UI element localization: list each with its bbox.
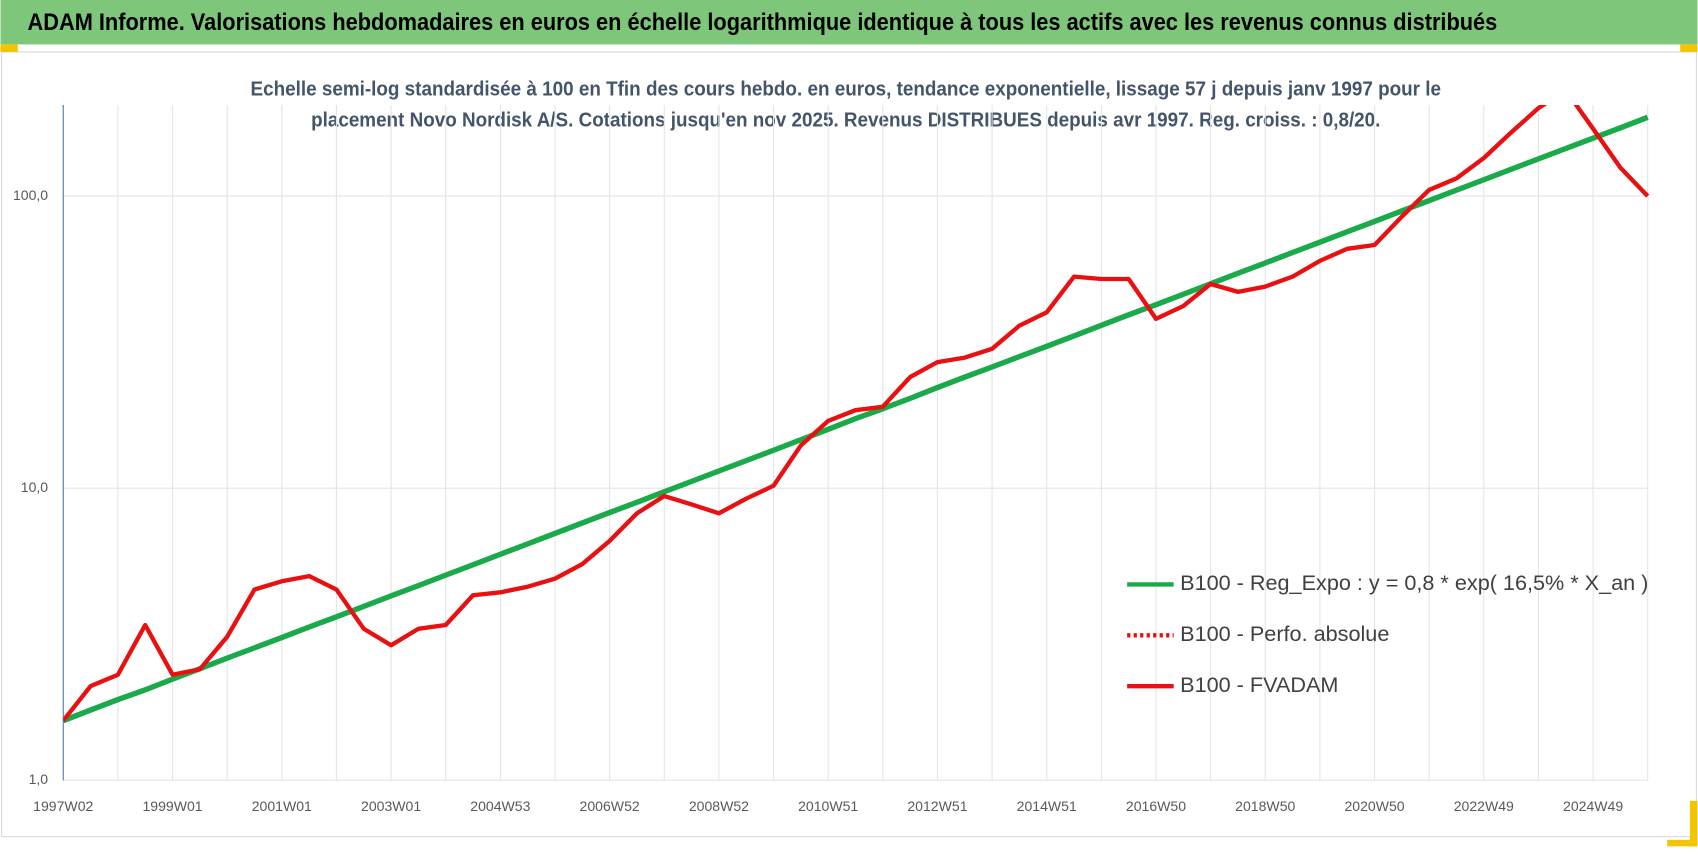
header-band bbox=[0, 0, 1698, 45]
x-tick-label: 1997W02 bbox=[33, 798, 93, 814]
legend-label: B100 - FVADAM bbox=[1180, 672, 1338, 697]
corner bbox=[1689, 800, 1698, 847]
x-tick-label: 2012W51 bbox=[907, 798, 967, 814]
x-tick-label: 2024W49 bbox=[1563, 798, 1623, 814]
corner bbox=[1680, 44, 1698, 52]
x-tick-label: 2008W52 bbox=[689, 798, 749, 814]
x-tick-label: 2006W52 bbox=[580, 798, 640, 814]
x-tick-label: 2010W51 bbox=[798, 798, 858, 814]
chart-title: placement Novo Nordisk A/S. Cotations ju… bbox=[311, 109, 1380, 132]
x-tick-label: 2022W49 bbox=[1454, 798, 1514, 814]
x-tick-label: 2014W51 bbox=[1017, 798, 1077, 814]
x-tick-label: 2016W50 bbox=[1126, 798, 1186, 814]
x-tick-label: 1999W01 bbox=[142, 798, 202, 814]
chart-title: Echelle semi-log standardisée à 100 en T… bbox=[251, 77, 1442, 100]
plot-area bbox=[63, 104, 1650, 724]
header-title: ADAM Informe. Valorisations hebdomadaire… bbox=[28, 9, 1498, 36]
chart-border bbox=[1, 51, 1697, 838]
x-tick-label: 2018W50 bbox=[1235, 798, 1295, 814]
legend-label: B100 - Reg_Expo : y = 0,8 * exp( 16,5% *… bbox=[1180, 570, 1648, 595]
corner bbox=[0, 44, 18, 52]
x-tick-label: 2004W53 bbox=[470, 798, 530, 814]
x-tick-label: 2020W50 bbox=[1344, 798, 1404, 814]
series-line bbox=[63, 114, 1649, 724]
x-tick-label: 2001W01 bbox=[252, 798, 312, 814]
series-line bbox=[63, 104, 1650, 723]
y-tick-label: 100,0 bbox=[13, 187, 48, 203]
legend-label: B100 - Perfo. absolue bbox=[1180, 621, 1389, 646]
corner bbox=[1667, 839, 1698, 847]
y-tick-label: 10,0 bbox=[21, 479, 49, 495]
y-tick-label: 1,0 bbox=[29, 771, 49, 787]
x-tick-label: 2003W01 bbox=[361, 798, 421, 814]
